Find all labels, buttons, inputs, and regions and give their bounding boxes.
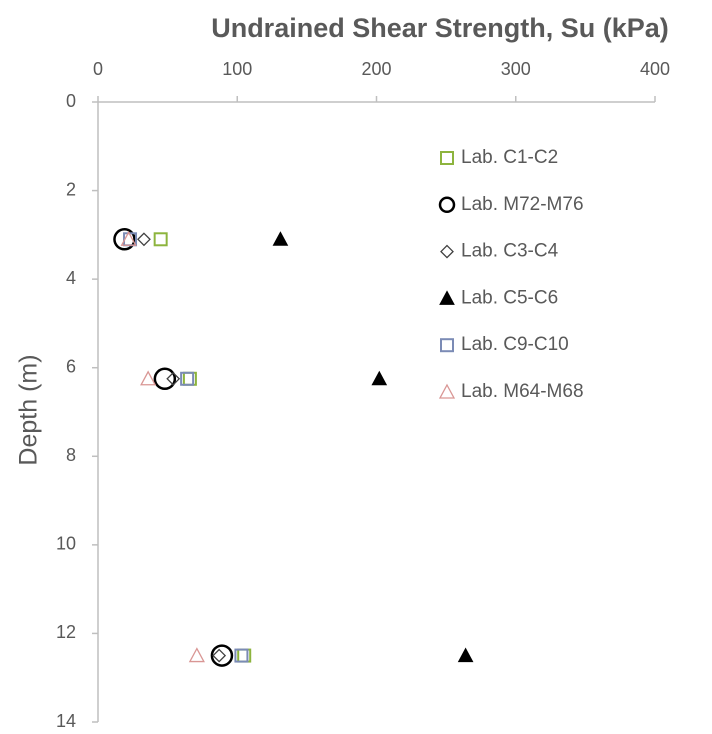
y-tick-label: 0: [66, 91, 76, 111]
point: [180, 371, 195, 386]
y-tick-label: 4: [66, 268, 76, 288]
y-tick-label: 2: [66, 179, 76, 199]
point: [234, 648, 249, 663]
legend-label: Lab. M72-M76: [461, 194, 584, 215]
point: [153, 232, 168, 247]
point: [212, 648, 227, 663]
legend-marker: [438, 383, 456, 399]
legend-label: Lab. M64-M68: [461, 381, 584, 402]
point: [371, 370, 388, 386]
point: [113, 228, 136, 251]
legend-marker: [440, 151, 454, 165]
legend-label: Lab. C9-C10: [461, 334, 569, 355]
x-tick-label: 300: [501, 59, 531, 79]
point: [272, 231, 289, 246]
legend-label: Lab. C1-C2: [461, 147, 558, 168]
point: [140, 370, 157, 386]
legend-label: Lab. C3-C4: [461, 241, 559, 262]
x-tick-label: 400: [640, 59, 670, 79]
y-tick-label: 12: [56, 622, 76, 642]
legend-marker: [440, 244, 454, 259]
point: [120, 230, 137, 246]
point: [457, 647, 474, 663]
point: [153, 367, 177, 391]
point: [188, 647, 205, 663]
x-tick-label: 0: [93, 59, 103, 79]
y-tick-label: 8: [66, 445, 76, 465]
y-tick-label: 10: [56, 534, 76, 554]
legend-marker: [438, 196, 456, 214]
chart-title: Undrained Shear Strength, Su (kPa): [211, 13, 669, 43]
y-axis-label: Depth (m): [15, 354, 43, 465]
legend-marker: [440, 338, 454, 353]
x-tick-label: 100: [222, 59, 252, 79]
point: [210, 644, 234, 667]
y-tick-label: 14: [56, 711, 76, 731]
point: [166, 371, 181, 386]
legend-marker: [439, 290, 455, 305]
legend-label: Lab. C5-C6: [461, 287, 558, 308]
point: [137, 232, 151, 247]
x-tick-label: 200: [361, 59, 391, 79]
y-tick-label: 6: [66, 356, 76, 376]
